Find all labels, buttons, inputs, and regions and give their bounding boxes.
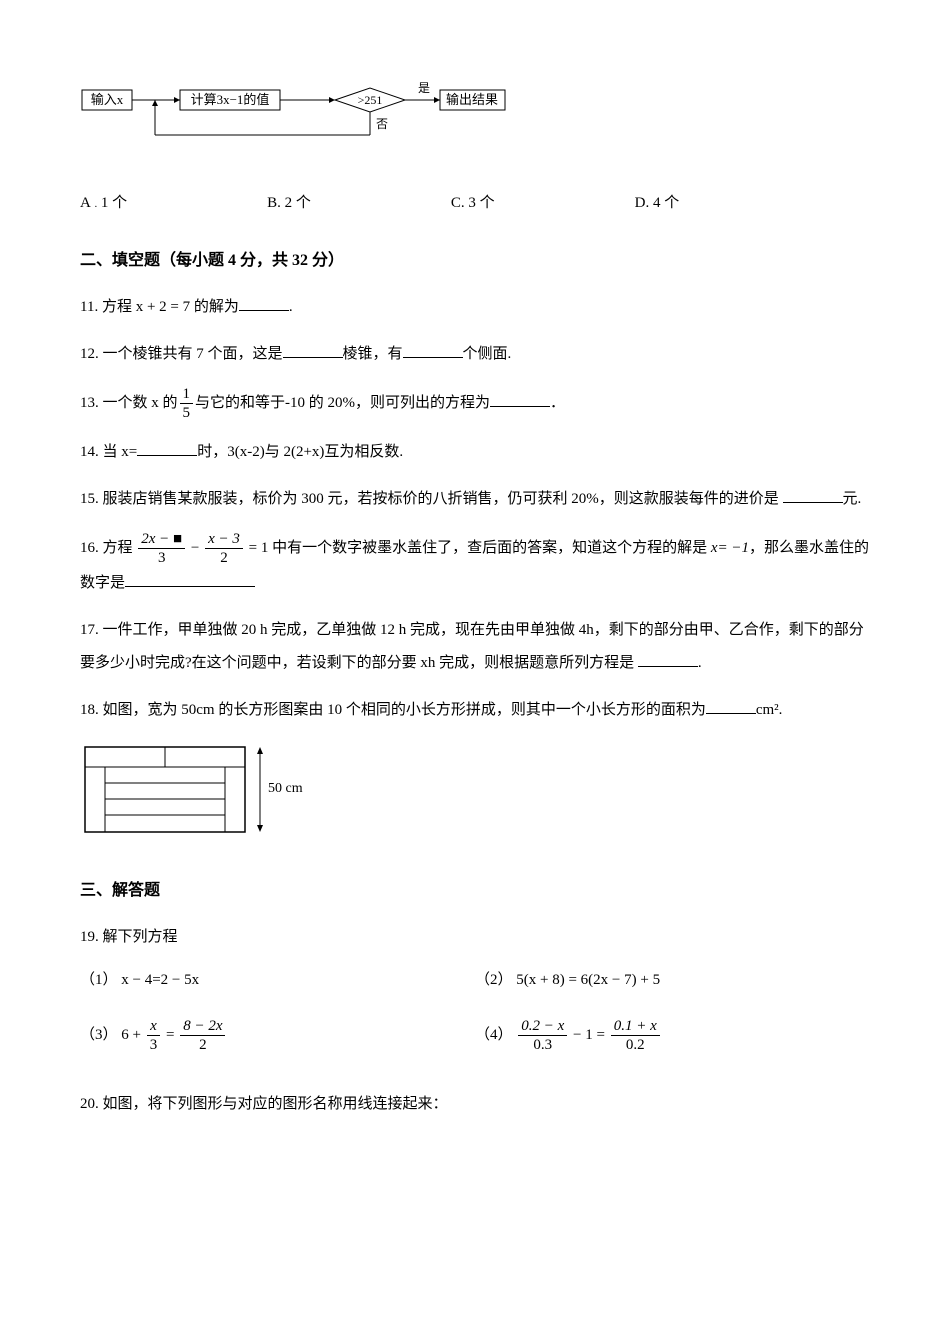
- flowchart-yes: 是: [418, 81, 430, 95]
- question-19: 19. 解下列方程 （1） x − 4=2 − 5x （2） 5(x + 8) …: [80, 921, 870, 1074]
- sub-q2: （2） 5(x + 8) = 6(2x − 7) + 5: [475, 964, 870, 997]
- choice-a: A . 1 个: [80, 190, 127, 217]
- fraction: x − 32: [205, 530, 243, 567]
- question-11: 11. 方程 x + 2 = 7 的解为.: [80, 291, 870, 324]
- fraction: 15: [180, 385, 194, 422]
- multiple-choice-row: A . 1 个 B. 2 个 C. 3 个 D. 4 个: [80, 190, 870, 217]
- fraction: x3: [147, 1017, 161, 1054]
- flowchart-box3: 输出结果: [446, 92, 498, 107]
- section2-title: 二、填空题（每小题 4 分，共 32 分）: [80, 247, 870, 276]
- flowchart-diamond: >251: [358, 93, 383, 107]
- flowchart-box2: 计算3x−1的值: [191, 92, 270, 107]
- blank: [125, 572, 255, 587]
- sub-q1: （1） x − 4=2 − 5x: [80, 964, 475, 997]
- question-16: 16. 方程 2x − ■3 − x − 32 = 1 中有一个数字被墨水盖住了…: [80, 530, 870, 600]
- rectangle-figure: 50 cm: [80, 742, 870, 852]
- choice-d: D. 4 个: [635, 190, 680, 217]
- blank: [403, 343, 463, 358]
- blank: [137, 441, 197, 456]
- blank: [706, 699, 756, 714]
- question-20: 20. 如图，将下列图形与对应的图形名称用线连接起来：: [80, 1088, 870, 1121]
- flowchart-box1: 输入x: [91, 92, 124, 107]
- sub-q4: （4） 0.2 − x0.3 − 1 = 0.1 + x0.2: [475, 1017, 870, 1054]
- blank: [783, 488, 843, 503]
- dimension-label: 50 cm: [268, 781, 303, 796]
- choice-a-prefix: A: [80, 190, 91, 217]
- fraction: 2x − ■3: [138, 530, 185, 567]
- choice-a-text: 1 个: [101, 190, 127, 217]
- question-15: 15. 服装店销售某款服装，标价为 300 元，若按标价的八折销售，仍可获利 2…: [80, 483, 870, 516]
- fraction: 0.2 − x0.3: [518, 1017, 567, 1054]
- blank: [490, 392, 550, 407]
- choice-b: B. 2 个: [267, 190, 311, 217]
- question-12: 12. 一个棱锥共有 7 个面，这是棱锥，有个侧面.: [80, 338, 870, 371]
- question-18: 18. 如图，宽为 50cm 的长方形图案由 10 个相同的小长方形拼成，则其中…: [80, 694, 870, 727]
- fraction: 0.1 + x0.2: [611, 1017, 660, 1054]
- flowchart-diagram: 输入x 计算3x−1的值 >251 是 输出结果 否: [80, 80, 870, 160]
- question-14: 14. 当 x=时，3(x-2)与 2(2+x)互为相反数.: [80, 436, 870, 469]
- blank: [239, 296, 289, 311]
- blank: [638, 652, 698, 667]
- sub-q3: （3） 6 + x3 = 8 − 2x2: [80, 1017, 475, 1054]
- question-13: 13. 一个数 x 的15与它的和等于-10 的 20%，则可列出的方程为．: [80, 385, 870, 422]
- fraction: 8 − 2x2: [180, 1017, 225, 1054]
- flowchart-no: 否: [376, 117, 388, 131]
- choice-c: C. 3 个: [451, 190, 495, 217]
- question-17: 17. 一件工作，甲单独做 20 h 完成，乙单独做 12 h 完成，现在先由甲…: [80, 614, 870, 680]
- blank: [283, 343, 343, 358]
- section3-title: 三、解答题: [80, 877, 870, 906]
